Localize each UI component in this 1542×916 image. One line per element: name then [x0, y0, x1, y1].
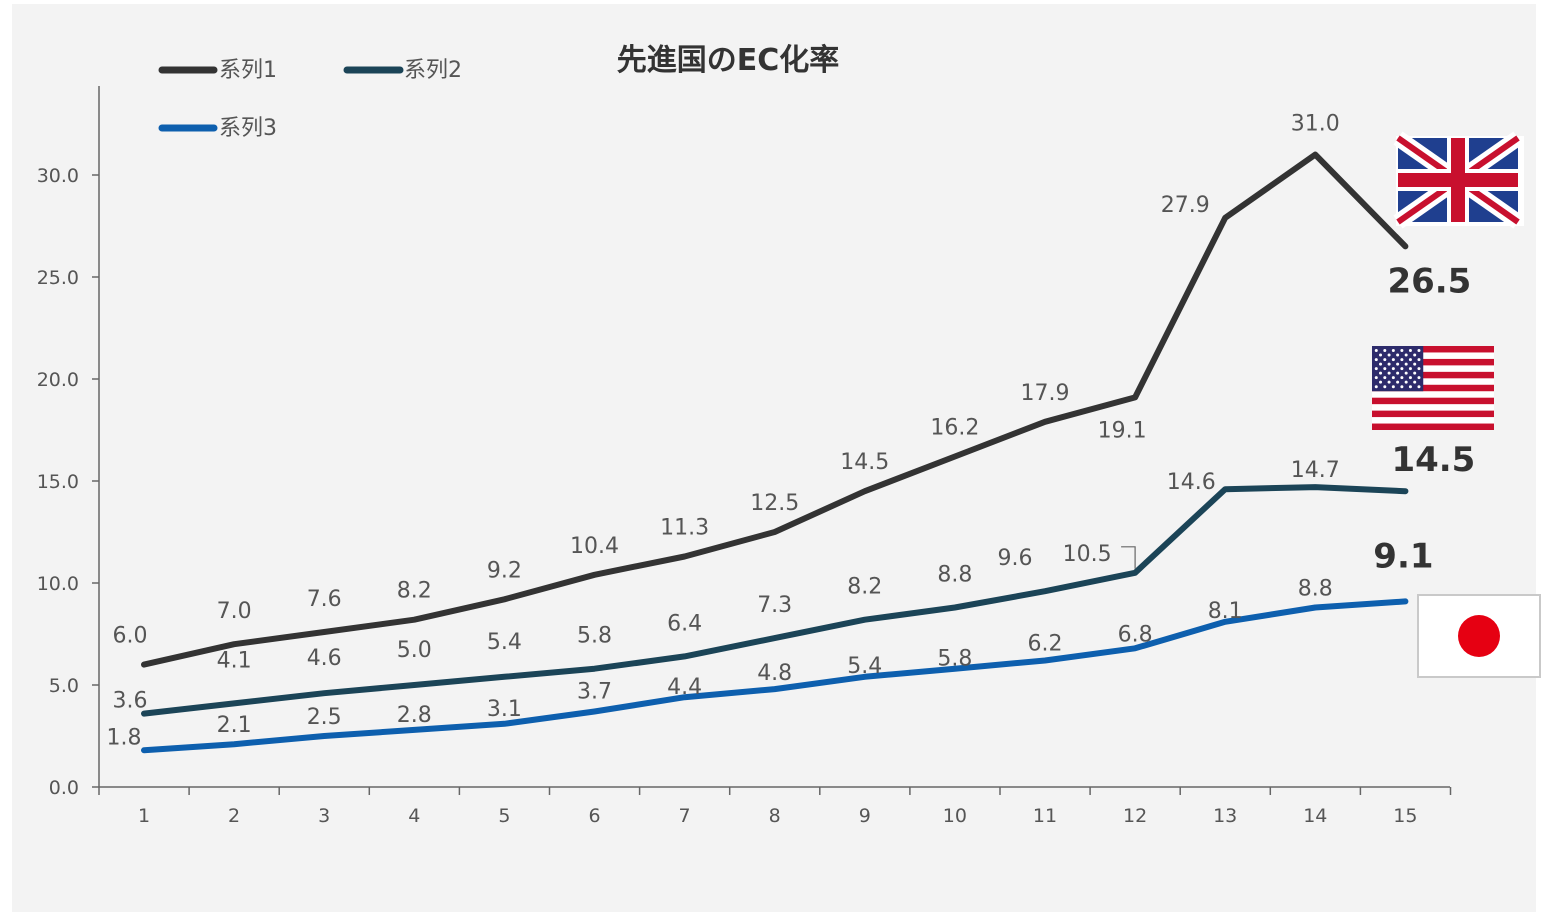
data-label: 4.8	[757, 661, 792, 686]
data-label: 26.5	[1387, 261, 1471, 301]
data-label: 5.0	[397, 638, 432, 663]
x-tick-label: 6	[588, 805, 600, 827]
x-tick-label: 9	[859, 805, 871, 827]
chart-background	[12, 4, 1536, 912]
data-label: 9.2	[487, 558, 522, 583]
y-tick-label: 10.0	[37, 573, 79, 595]
x-tick-label: 1	[138, 805, 150, 827]
data-label: 3.7	[577, 680, 612, 705]
legend-item-2: 系列2	[343, 58, 462, 83]
data-label: 14.7	[1291, 458, 1340, 483]
y-tick-label: 0.0	[49, 777, 79, 799]
data-label: 1.8	[107, 725, 142, 750]
us-flag-icon	[1372, 346, 1494, 430]
label-leader-line	[1121, 546, 1136, 569]
legend-label-2: 系列2	[404, 58, 462, 83]
x-tick-label: 11	[1033, 805, 1057, 827]
y-tick-label: 25.0	[37, 267, 79, 289]
y-tick-label: 15.0	[37, 471, 79, 493]
data-label: 5.4	[487, 630, 522, 655]
data-label: 3.1	[487, 697, 522, 722]
series-line-2	[141, 484, 1409, 717]
data-label: 8.2	[397, 579, 432, 604]
data-label: 2.8	[397, 703, 432, 728]
data-label: 14.5	[840, 450, 889, 475]
japan-flag-icon	[1417, 594, 1541, 678]
axes: 0.05.010.015.020.025.030.01 2 3 4 5 6 7 8 9 10 11 1…	[37, 86, 1452, 827]
x-tick-label: 15	[1393, 805, 1417, 827]
x-tick-label: 14	[1303, 805, 1327, 827]
data-label: 9.6	[998, 546, 1033, 571]
data-label: 14.6	[1167, 470, 1216, 495]
x-tick-label: 5	[498, 805, 510, 827]
data-labels: 6.0 7.0 7.6 8.2 9.2 10.4 11.3 12.5 14.5 16.2 17.9 1…	[107, 112, 1476, 751]
x-tick-label: 13	[1213, 805, 1237, 827]
legend-label-1: 系列1	[219, 58, 277, 83]
x-tick-label: 4	[408, 805, 420, 827]
y-tick-label: 20.0	[37, 369, 79, 391]
data-label: 31.0	[1291, 112, 1340, 137]
data-label: 6.8	[1118, 622, 1153, 647]
data-label: 3.6	[113, 689, 148, 714]
data-label: 10.5	[1063, 542, 1112, 567]
data-label: 9.1	[1373, 536, 1433, 576]
data-label: 8.2	[847, 575, 882, 600]
x-tick-label: 10	[943, 805, 967, 827]
data-label: 12.5	[750, 491, 799, 516]
data-label: 8.8	[937, 562, 972, 587]
data-label: 6.0	[113, 624, 148, 649]
data-label: 14.5	[1391, 440, 1475, 480]
legend-item-1: 系列1	[158, 58, 277, 83]
data-label: 4.1	[217, 648, 252, 673]
y-tick-label: 30.0	[37, 165, 79, 187]
series-lines	[141, 151, 1409, 754]
x-tick-label: 8	[769, 805, 781, 827]
data-label: 5.4	[847, 654, 882, 679]
x-tick-label: 3	[318, 805, 330, 827]
series-line-3	[141, 598, 1409, 754]
data-label: 16.2	[930, 416, 979, 441]
data-label: 5.8	[937, 647, 972, 672]
data-label: 11.3	[660, 515, 709, 540]
data-label: 6.4	[667, 611, 702, 636]
data-label: 7.3	[757, 593, 792, 618]
data-label: 8.8	[1298, 576, 1333, 601]
data-label: 2.1	[217, 713, 252, 738]
data-label: 7.0	[217, 599, 252, 624]
data-label: 4.4	[667, 675, 702, 700]
series-line-1	[141, 151, 1409, 668]
data-label: 4.6	[307, 646, 342, 671]
data-label: 8.1	[1208, 599, 1243, 624]
x-tick-label: 2	[228, 805, 240, 827]
x-tick-label: 12	[1123, 805, 1147, 827]
data-label: 7.6	[307, 587, 342, 612]
data-label: 19.1	[1098, 418, 1147, 443]
data-label: 17.9	[1021, 381, 1070, 406]
data-label: 5.8	[577, 624, 612, 649]
data-label: 2.5	[307, 705, 342, 730]
legend-label-3: 系列3	[219, 116, 277, 141]
x-tick-label: 7	[679, 805, 691, 827]
legend: 系列1 系列2 系列3	[158, 58, 462, 141]
data-label: 10.4	[570, 534, 619, 559]
data-label: 27.9	[1161, 193, 1210, 218]
chart-title: 先進国のEC化率	[617, 43, 840, 78]
data-label: 6.2	[1028, 632, 1063, 657]
uk-flag-icon	[1393, 131, 1524, 229]
y-tick-label: 5.0	[49, 675, 79, 697]
legend-item-3: 系列3	[158, 116, 277, 141]
